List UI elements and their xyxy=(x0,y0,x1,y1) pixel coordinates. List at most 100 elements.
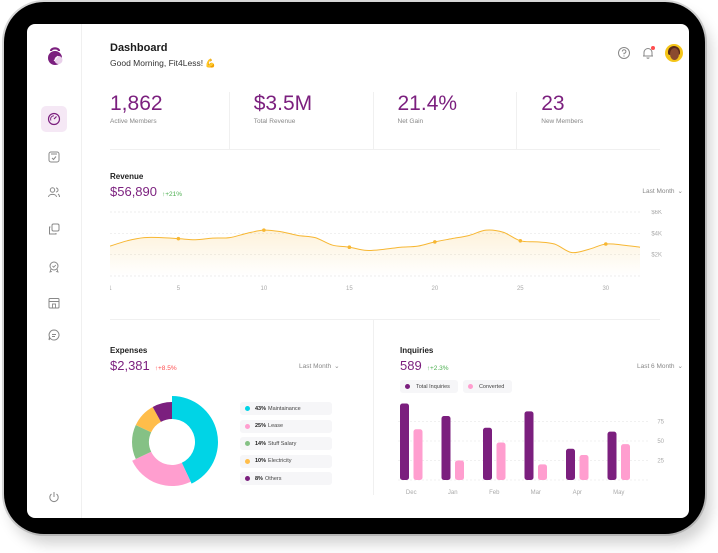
expenses-donut-chart xyxy=(132,396,218,486)
x-tick-label: 10 xyxy=(261,286,268,292)
legend-percent: 14% xyxy=(255,440,267,447)
stat-label: Net Gain xyxy=(397,118,424,125)
stat-label: Total Revenue xyxy=(253,118,296,125)
chevron-down-icon: ⌄ xyxy=(677,188,683,195)
section-divider xyxy=(110,319,660,320)
bar-total-inquiries xyxy=(566,448,575,480)
legend-dot xyxy=(245,458,250,464)
legend-item[interactable]: 25% Lease xyxy=(240,419,332,433)
bar-converted xyxy=(455,460,464,480)
x-tick-label: 1 xyxy=(110,286,112,292)
power-icon xyxy=(49,492,59,502)
legend-percent: 25% xyxy=(255,423,267,429)
x-tick-label: 5 xyxy=(177,286,181,292)
legend-label: Stuff Salary xyxy=(268,440,297,447)
inquiries-legend: Total Inquiries Converted xyxy=(400,380,513,393)
sidebar-item-store[interactable] xyxy=(41,290,67,316)
x-tick-label: May xyxy=(613,490,624,496)
x-tick-label: Jan xyxy=(448,490,458,496)
tablet-frame: Dashboard Good Morning, Fit4Less! 💪 1,86… xyxy=(4,2,705,534)
revenue-chart: $2K$4K$6K151015202530 xyxy=(110,210,662,292)
y-tick-label: 75 xyxy=(657,420,664,426)
avatar[interactable] xyxy=(665,44,683,62)
legend-label: Lease xyxy=(268,423,284,429)
dropdown-label: Last Month xyxy=(299,362,332,370)
revenue-area xyxy=(110,229,640,276)
expenses-legend: 43% Maintainance 25% Lease 14% Stuff Salary 10… xyxy=(240,402,332,490)
inquiries-title: Inquiries xyxy=(400,346,434,355)
legend-converted[interactable]: Converted xyxy=(462,380,513,393)
inquiries-delta: ↑+2.3% xyxy=(426,365,449,372)
donut-slice-maintainance xyxy=(172,396,218,484)
revenue-point xyxy=(518,239,523,243)
dropdown-label: Last Month xyxy=(642,187,675,195)
logout-button[interactable] xyxy=(41,484,67,510)
expenses-value: $2,381 xyxy=(110,358,150,373)
legend-item[interactable]: 8% Others xyxy=(240,472,332,485)
legend-dot xyxy=(245,423,250,429)
bar-converted xyxy=(621,444,630,480)
stats-row: 1,862 Active Members $3.5M Total Revenue… xyxy=(110,92,660,150)
legend-item[interactable]: 14% Stuff Salary xyxy=(240,437,332,450)
revenue-period-dropdown[interactable]: Last Month ⌄ xyxy=(642,187,683,196)
inquiries-value: 589 xyxy=(400,358,422,373)
header-actions xyxy=(617,44,683,62)
bar-total-inquiries xyxy=(607,431,617,480)
revenue-point xyxy=(176,236,181,241)
x-tick-label: Apr xyxy=(573,490,582,496)
bar-total-inquiries xyxy=(483,427,492,480)
sidebar-item-dashboard[interactable] xyxy=(41,106,67,132)
revenue-point xyxy=(347,245,352,249)
stat-new-members: 23 New Members xyxy=(517,92,660,149)
bar-total-inquiries xyxy=(524,411,534,480)
x-tick-label: 25 xyxy=(517,286,524,292)
y-tick-label: 25 xyxy=(657,459,664,465)
legend-total-inquiries[interactable]: Total Inquiries xyxy=(400,380,458,393)
y-tick-label: $6K xyxy=(651,210,662,216)
donut-slice-electricity xyxy=(135,406,161,433)
stat-active-members: 1,862 Active Members xyxy=(110,92,230,149)
legend-dot xyxy=(405,384,410,389)
x-tick-label: 20 xyxy=(431,286,438,292)
sidebar-item-copy[interactable] xyxy=(41,216,67,242)
legend-dot xyxy=(245,406,250,411)
inquiries-value-row: 589 ↑+2.3% xyxy=(400,358,449,373)
expenses-delta: ↑+8.5% xyxy=(154,365,177,372)
speedometer-icon xyxy=(47,112,61,126)
sidebar-item-awards[interactable] xyxy=(41,254,67,280)
greeting-text: Good Morning, Fit4Less! 💪 xyxy=(110,58,217,68)
legend-label: Maintainance xyxy=(268,405,301,412)
app-screen: Dashboard Good Morning, Fit4Less! 💪 1,86… xyxy=(27,24,689,518)
sidebar-item-messages[interactable] xyxy=(41,322,67,348)
donut-slice-stuff-salary xyxy=(132,424,152,460)
help-icon[interactable] xyxy=(617,46,631,60)
main-content: Dashboard Good Morning, Fit4Less! 💪 1,86… xyxy=(82,24,689,518)
legend-dot xyxy=(245,441,250,446)
legend-item[interactable]: 10% Electricity xyxy=(240,454,332,468)
x-tick-label: Feb xyxy=(489,490,500,496)
stat-label: New Members xyxy=(541,118,584,125)
kettlebell-logo-icon[interactable] xyxy=(45,46,65,66)
donut-slice-lease xyxy=(132,451,191,486)
inquiries-bar-chart: 25 50 75 Dec Jan Feb Mar Apr May xyxy=(398,403,665,496)
chevron-down-icon: ⌄ xyxy=(334,363,340,370)
inquiries-period-dropdown[interactable]: Last 6 Month ⌄ xyxy=(637,362,683,371)
stat-total-revenue: $3.5M Total Revenue xyxy=(230,92,374,149)
bar-converted xyxy=(579,455,589,480)
sidebar xyxy=(27,24,82,518)
bell-icon xyxy=(643,48,653,59)
bar-converted xyxy=(538,464,547,480)
copy-icon xyxy=(49,223,60,235)
revenue-line xyxy=(110,229,641,254)
sidebar-item-members[interactable] xyxy=(41,179,67,205)
stat-value: 23 xyxy=(541,92,565,115)
sidebar-item-tasks[interactable] xyxy=(41,144,67,170)
y-tick-label: $4K xyxy=(651,231,662,237)
chat-icon xyxy=(48,329,60,341)
legend-item[interactable]: 43% Maintainance xyxy=(240,402,332,415)
notifications-button[interactable] xyxy=(641,46,655,60)
legend-label: Others xyxy=(264,475,282,482)
y-tick-label: 50 xyxy=(657,439,664,445)
x-tick-label: 30 xyxy=(602,286,609,292)
expenses-period-dropdown[interactable]: Last Month ⌄ xyxy=(299,362,340,371)
